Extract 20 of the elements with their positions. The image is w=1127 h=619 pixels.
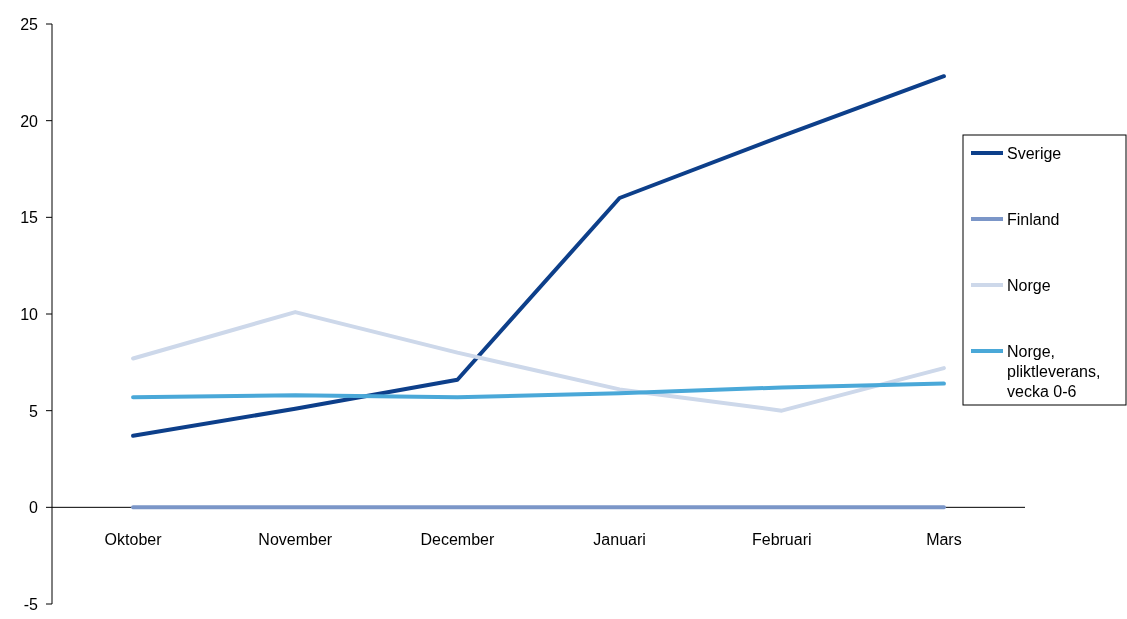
legend-label: Sverige <box>1007 145 1062 162</box>
legend-label: Finland <box>1007 211 1060 228</box>
y-tick-label: 5 <box>29 402 39 420</box>
line-series <box>131 74 946 438</box>
legend-label: Norge, pliktleverans, vecka 0-6 <box>1007 343 1101 400</box>
x-tick-label: Mars <box>926 531 962 549</box>
x-tick-label: December <box>420 531 495 549</box>
y-tick-label: 0 <box>29 499 39 517</box>
y-tick-label: -5 <box>23 596 39 613</box>
y-tick-label: 10 <box>20 306 39 323</box>
x-tick-label: November <box>258 531 333 549</box>
y-tick-label: 20 <box>20 112 39 130</box>
legend-label: Norge <box>1007 277 1051 294</box>
x-tick-label: Januari <box>593 531 646 549</box>
x-tick-label: Oktober <box>104 531 163 549</box>
x-tick-label: Februari <box>751 531 812 549</box>
y-tick-label: 25 <box>20 16 39 33</box>
y-tick-label: 15 <box>20 209 39 227</box>
line-series <box>131 310 946 413</box>
line-series <box>131 381 946 400</box>
